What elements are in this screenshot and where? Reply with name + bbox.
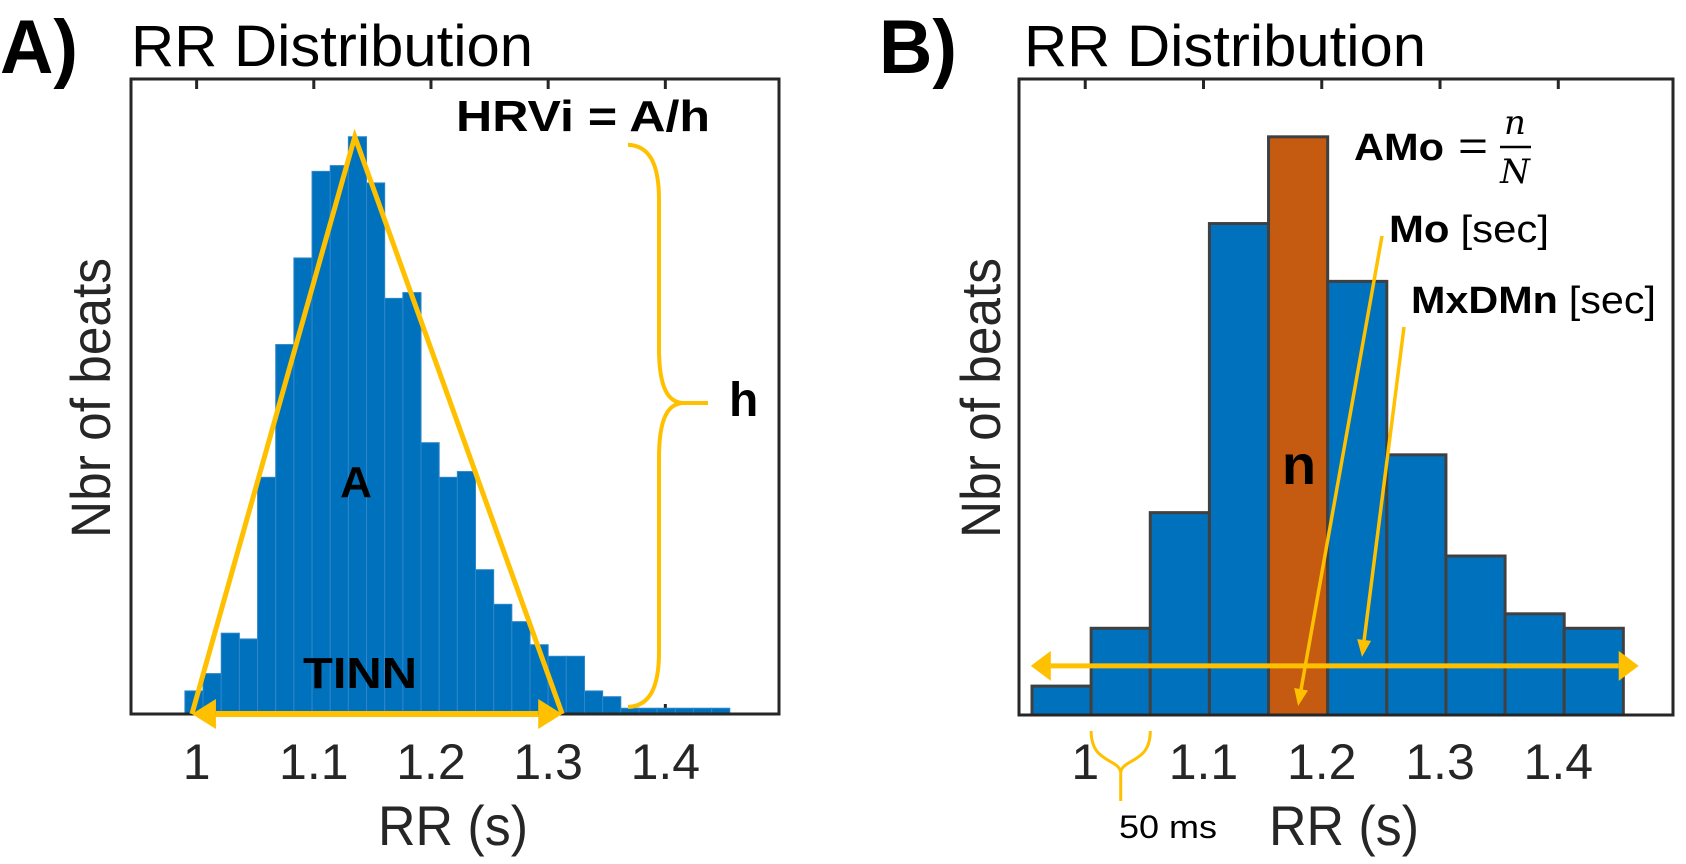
amo-formula: AMo = n N — [1354, 103, 1531, 192]
bin-width-label: 50 ms — [1119, 809, 1217, 845]
bin-width-brace — [1089, 730, 1152, 801]
height-brace — [627, 142, 708, 709]
panel-b: B) RR Distribution 1 1.1 1.2 1.3 1.4 Nbr of … — [879, 5, 1675, 857]
histogram-bar — [366, 182, 386, 715]
x-tick-label: 1.3 — [1405, 734, 1475, 790]
x-tick-label: 1.3 — [513, 734, 583, 790]
histogram-bar — [1148, 511, 1211, 717]
annotations-b — [1030, 235, 1639, 801]
x-axis-label-b: RR (s) — [1269, 794, 1419, 857]
histogram-bar — [1030, 684, 1093, 717]
panel-label-b: B) — [879, 5, 957, 90]
amo-denominator: N — [1499, 152, 1531, 192]
amo-label: AMo — [1354, 127, 1444, 169]
histogram-bar — [1385, 453, 1448, 717]
mxdmn-label-name: MxDMn — [1411, 280, 1558, 322]
y-axis-label-a: Nbr of beats — [59, 258, 122, 538]
x-tick-label: 1.2 — [396, 734, 466, 790]
annotations-a — [189, 128, 708, 729]
mo-label: Mo [sec] — [1389, 209, 1549, 251]
axes-box-b — [1017, 77, 1675, 717]
panel-a: A) RR Distribution 1 1.1 1.2 1.3 1.4 Nbr of … — [0, 5, 781, 857]
chart-title-a: RR Distribution — [131, 14, 533, 79]
histogram-bar — [1562, 626, 1625, 717]
histogram-bar — [420, 442, 440, 715]
panel-label-a: A) — [0, 5, 78, 90]
tinn-triangle — [189, 128, 565, 715]
mxdmn-arrow — [1362, 326, 1406, 641]
range-arrowhead-right — [1618, 650, 1639, 681]
mo-arrowhead — [1294, 688, 1308, 706]
histogram-bar — [602, 696, 622, 715]
x-tick-labels-b: 1 1.1 1.2 1.3 1.4 — [1071, 734, 1593, 790]
x-axis-label-a: RR (s) — [378, 794, 528, 857]
histogram-bar — [438, 476, 458, 715]
histogram-bar — [456, 471, 477, 715]
mxdmn-arrowhead — [1357, 639, 1372, 657]
histogram-bar — [1207, 222, 1271, 717]
histogram-bar — [565, 655, 585, 715]
x-tick-label: 1.1 — [1169, 734, 1239, 790]
x-tick-label: 1 — [1071, 734, 1099, 790]
chart-title-b: RR Distribution — [1024, 14, 1426, 79]
mode-bar — [1267, 135, 1330, 717]
histogram-bar — [347, 136, 368, 715]
area-label: A — [340, 458, 372, 507]
histogram-bar — [1444, 554, 1507, 717]
amo-numerator: n — [1504, 103, 1526, 143]
histogram-bar — [511, 621, 531, 715]
x-ticks-top-b — [1083, 79, 1560, 89]
mo-arrow — [1299, 235, 1384, 690]
tinn-arrowhead-right — [538, 699, 563, 729]
histogram-bar — [1089, 626, 1152, 717]
mo-label-name: Mo — [1389, 209, 1449, 251]
mo-label-unit: [sec] — [1461, 209, 1549, 251]
x-tick-label: 1.1 — [279, 734, 349, 790]
range-arrowhead-left — [1030, 650, 1051, 681]
x-tick-label: 1 — [183, 734, 211, 790]
mxdmn-label: MxDMn [sec] — [1411, 280, 1656, 322]
histogram-bar — [220, 632, 240, 715]
x-tick-label: 1.2 — [1287, 734, 1357, 790]
histogram-bar — [583, 690, 604, 715]
tinn-arrowhead-left — [191, 699, 216, 729]
x-tick-label: 1.4 — [1524, 734, 1594, 790]
hrvi-formula: HRVi = A/h — [456, 92, 710, 141]
x-tick-labels-a: 1 1.1 1.2 1.3 1.4 — [183, 734, 700, 790]
height-label: h — [729, 374, 758, 427]
x-tick-label: 1.4 — [631, 734, 701, 790]
x-ticks-top-a — [195, 79, 667, 89]
tinn-label: TINN — [303, 649, 417, 698]
histogram-bar — [475, 569, 495, 715]
histogram-bar — [238, 638, 259, 715]
histogram-bars-b — [1030, 135, 1625, 717]
y-axis-label-b: Nbr of beats — [949, 258, 1012, 538]
mxdmn-label-unit: [sec] — [1569, 280, 1656, 322]
histogram-bar — [329, 165, 349, 715]
mode-bar-label: n — [1282, 433, 1316, 496]
amo-equals: = — [1458, 122, 1488, 169]
histogram-bar — [493, 603, 513, 715]
histogram-bar — [257, 476, 277, 715]
